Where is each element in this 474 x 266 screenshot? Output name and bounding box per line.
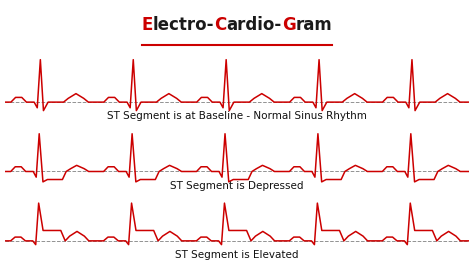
Text: E: E bbox=[142, 16, 153, 34]
Text: ST Segment is Elevated: ST Segment is Elevated bbox=[175, 250, 299, 260]
Text: ST Segment is at Baseline - Normal Sinus Rhythm: ST Segment is at Baseline - Normal Sinus… bbox=[107, 111, 367, 121]
Text: C: C bbox=[214, 16, 227, 34]
Text: ST Segment is Depressed: ST Segment is Depressed bbox=[170, 181, 304, 191]
Text: G: G bbox=[282, 16, 296, 34]
Text: ram: ram bbox=[296, 16, 332, 34]
Text: lectro-: lectro- bbox=[153, 16, 214, 34]
Text: ardio-: ardio- bbox=[227, 16, 282, 34]
